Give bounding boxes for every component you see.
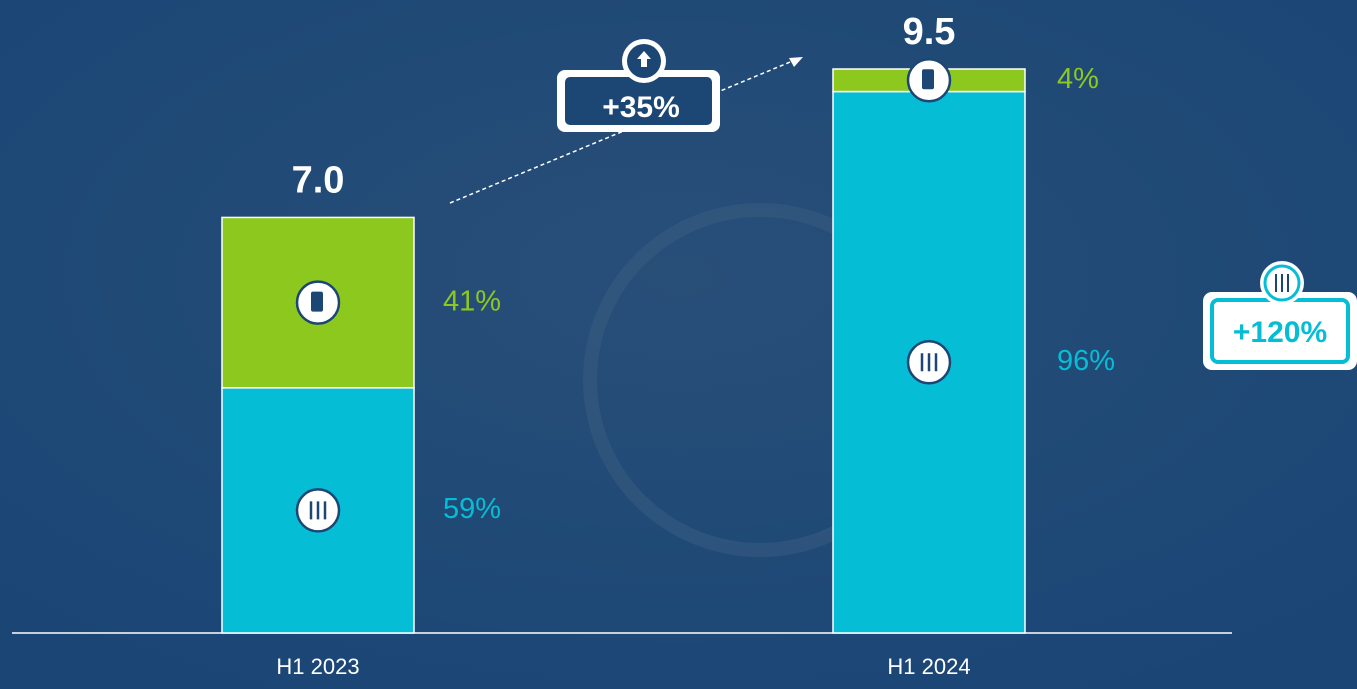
- icon-glyph: [311, 292, 323, 312]
- total-label: 7.0: [292, 159, 345, 201]
- annotation-text: +35%: [602, 91, 680, 124]
- segment-label: 41%: [443, 285, 501, 317]
- x-tick-label: H1 2023: [276, 654, 359, 679]
- segment-label: 4%: [1057, 63, 1099, 95]
- icon-glyph: [922, 69, 934, 89]
- segment-label: 96%: [1057, 345, 1115, 377]
- segment-label: 59%: [443, 493, 501, 525]
- chart: +35% +120% 59% 41% 7.0 H1 2023 96% 4% 9.5 H1 20…: [0, 0, 1357, 689]
- x-tick-label: H1 2024: [887, 654, 970, 679]
- total-label: 9.5: [903, 11, 956, 53]
- annotation-text: +120%: [1233, 316, 1327, 349]
